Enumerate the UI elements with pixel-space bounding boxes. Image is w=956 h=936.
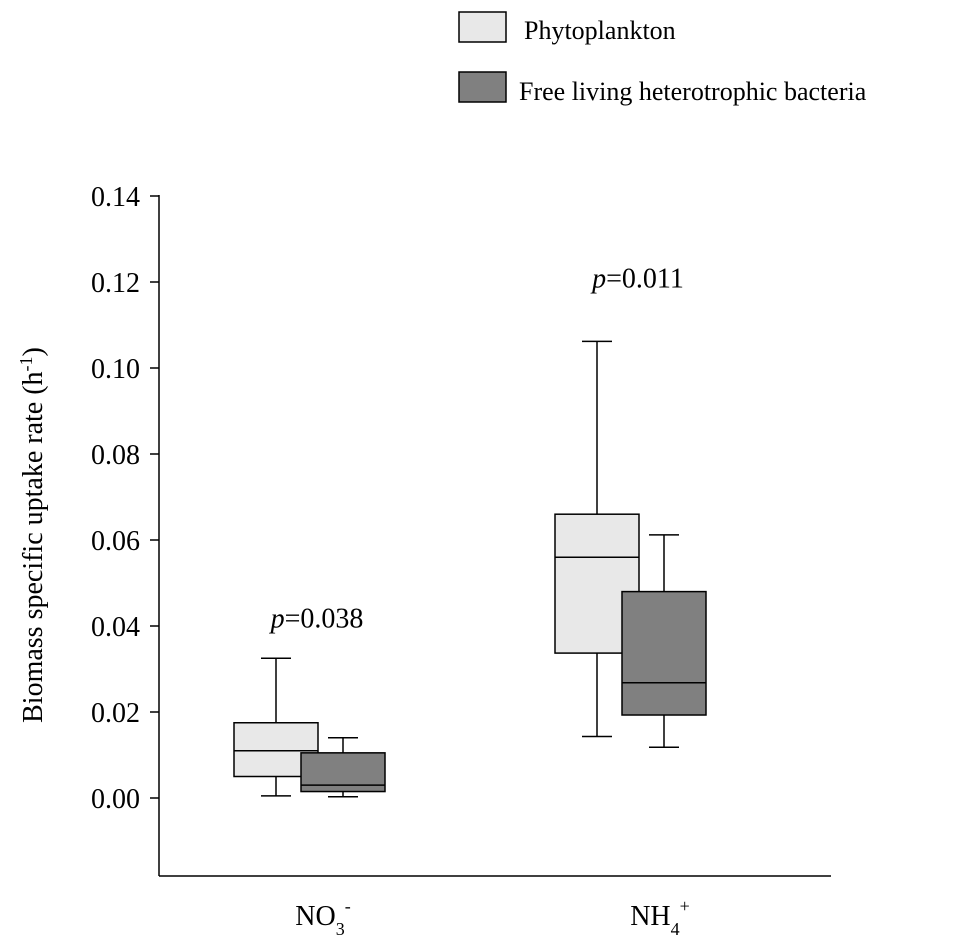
p-value-annotation: p=0.011 [590, 264, 684, 295]
x-tick-label-part: NO [295, 901, 335, 932]
p-symbol: p [269, 603, 285, 634]
legend-label-phytoplankton: Phytoplankton [524, 16, 676, 45]
y-axis-label: Biomass specific uptake rate (h-1) [16, 347, 49, 723]
x-axis-labels: NO3- NH4+ [295, 896, 690, 936]
box-phytoplankton-0 [233, 657, 319, 797]
box-iqr [621, 590, 707, 716]
box-bacteria-1 [621, 534, 707, 749]
legend: Phytoplankton Free living heterotrophic … [458, 11, 867, 106]
y-tick-label: 0.10 [91, 354, 140, 385]
p-value: =0.011 [606, 264, 684, 295]
box-bacteria-0 [300, 737, 386, 798]
x-tick-label-part: NH [630, 901, 670, 932]
y-tick-label: 0.12 [91, 268, 140, 299]
p-symbol: p [590, 264, 606, 295]
y-tick-label: 0.06 [91, 526, 140, 557]
x-tick-label: NH4+ [630, 896, 690, 936]
legend-swatch-bacteria [458, 71, 507, 103]
x-tick-label-part: + [680, 896, 690, 916]
y-tick-label: 0.14 [91, 182, 140, 213]
y-tick-label: 0.08 [91, 440, 140, 471]
legend-swatch-phytoplankton [458, 11, 507, 43]
box-group [233, 340, 707, 798]
legend-label-bacteria: Free living heterotrophic bacteria [519, 77, 867, 106]
x-tick-label-part: 4 [671, 919, 680, 936]
x-tick-label-part: - [345, 896, 351, 916]
p-value: =0.038 [285, 603, 364, 634]
y-axis-ticks: 0.00 0.02 0.04 0.06 0.08 0.10 0.12 0.14 [91, 182, 159, 815]
x-tick-label-part: 3 [336, 919, 345, 936]
x-tick-label: NO3- [295, 896, 350, 936]
y-tick-label: 0.02 [91, 698, 140, 729]
y-tick-label: 0.00 [91, 784, 140, 815]
y-tick-label: 0.04 [91, 612, 140, 643]
p-value-annotation: p=0.038 [269, 603, 364, 634]
